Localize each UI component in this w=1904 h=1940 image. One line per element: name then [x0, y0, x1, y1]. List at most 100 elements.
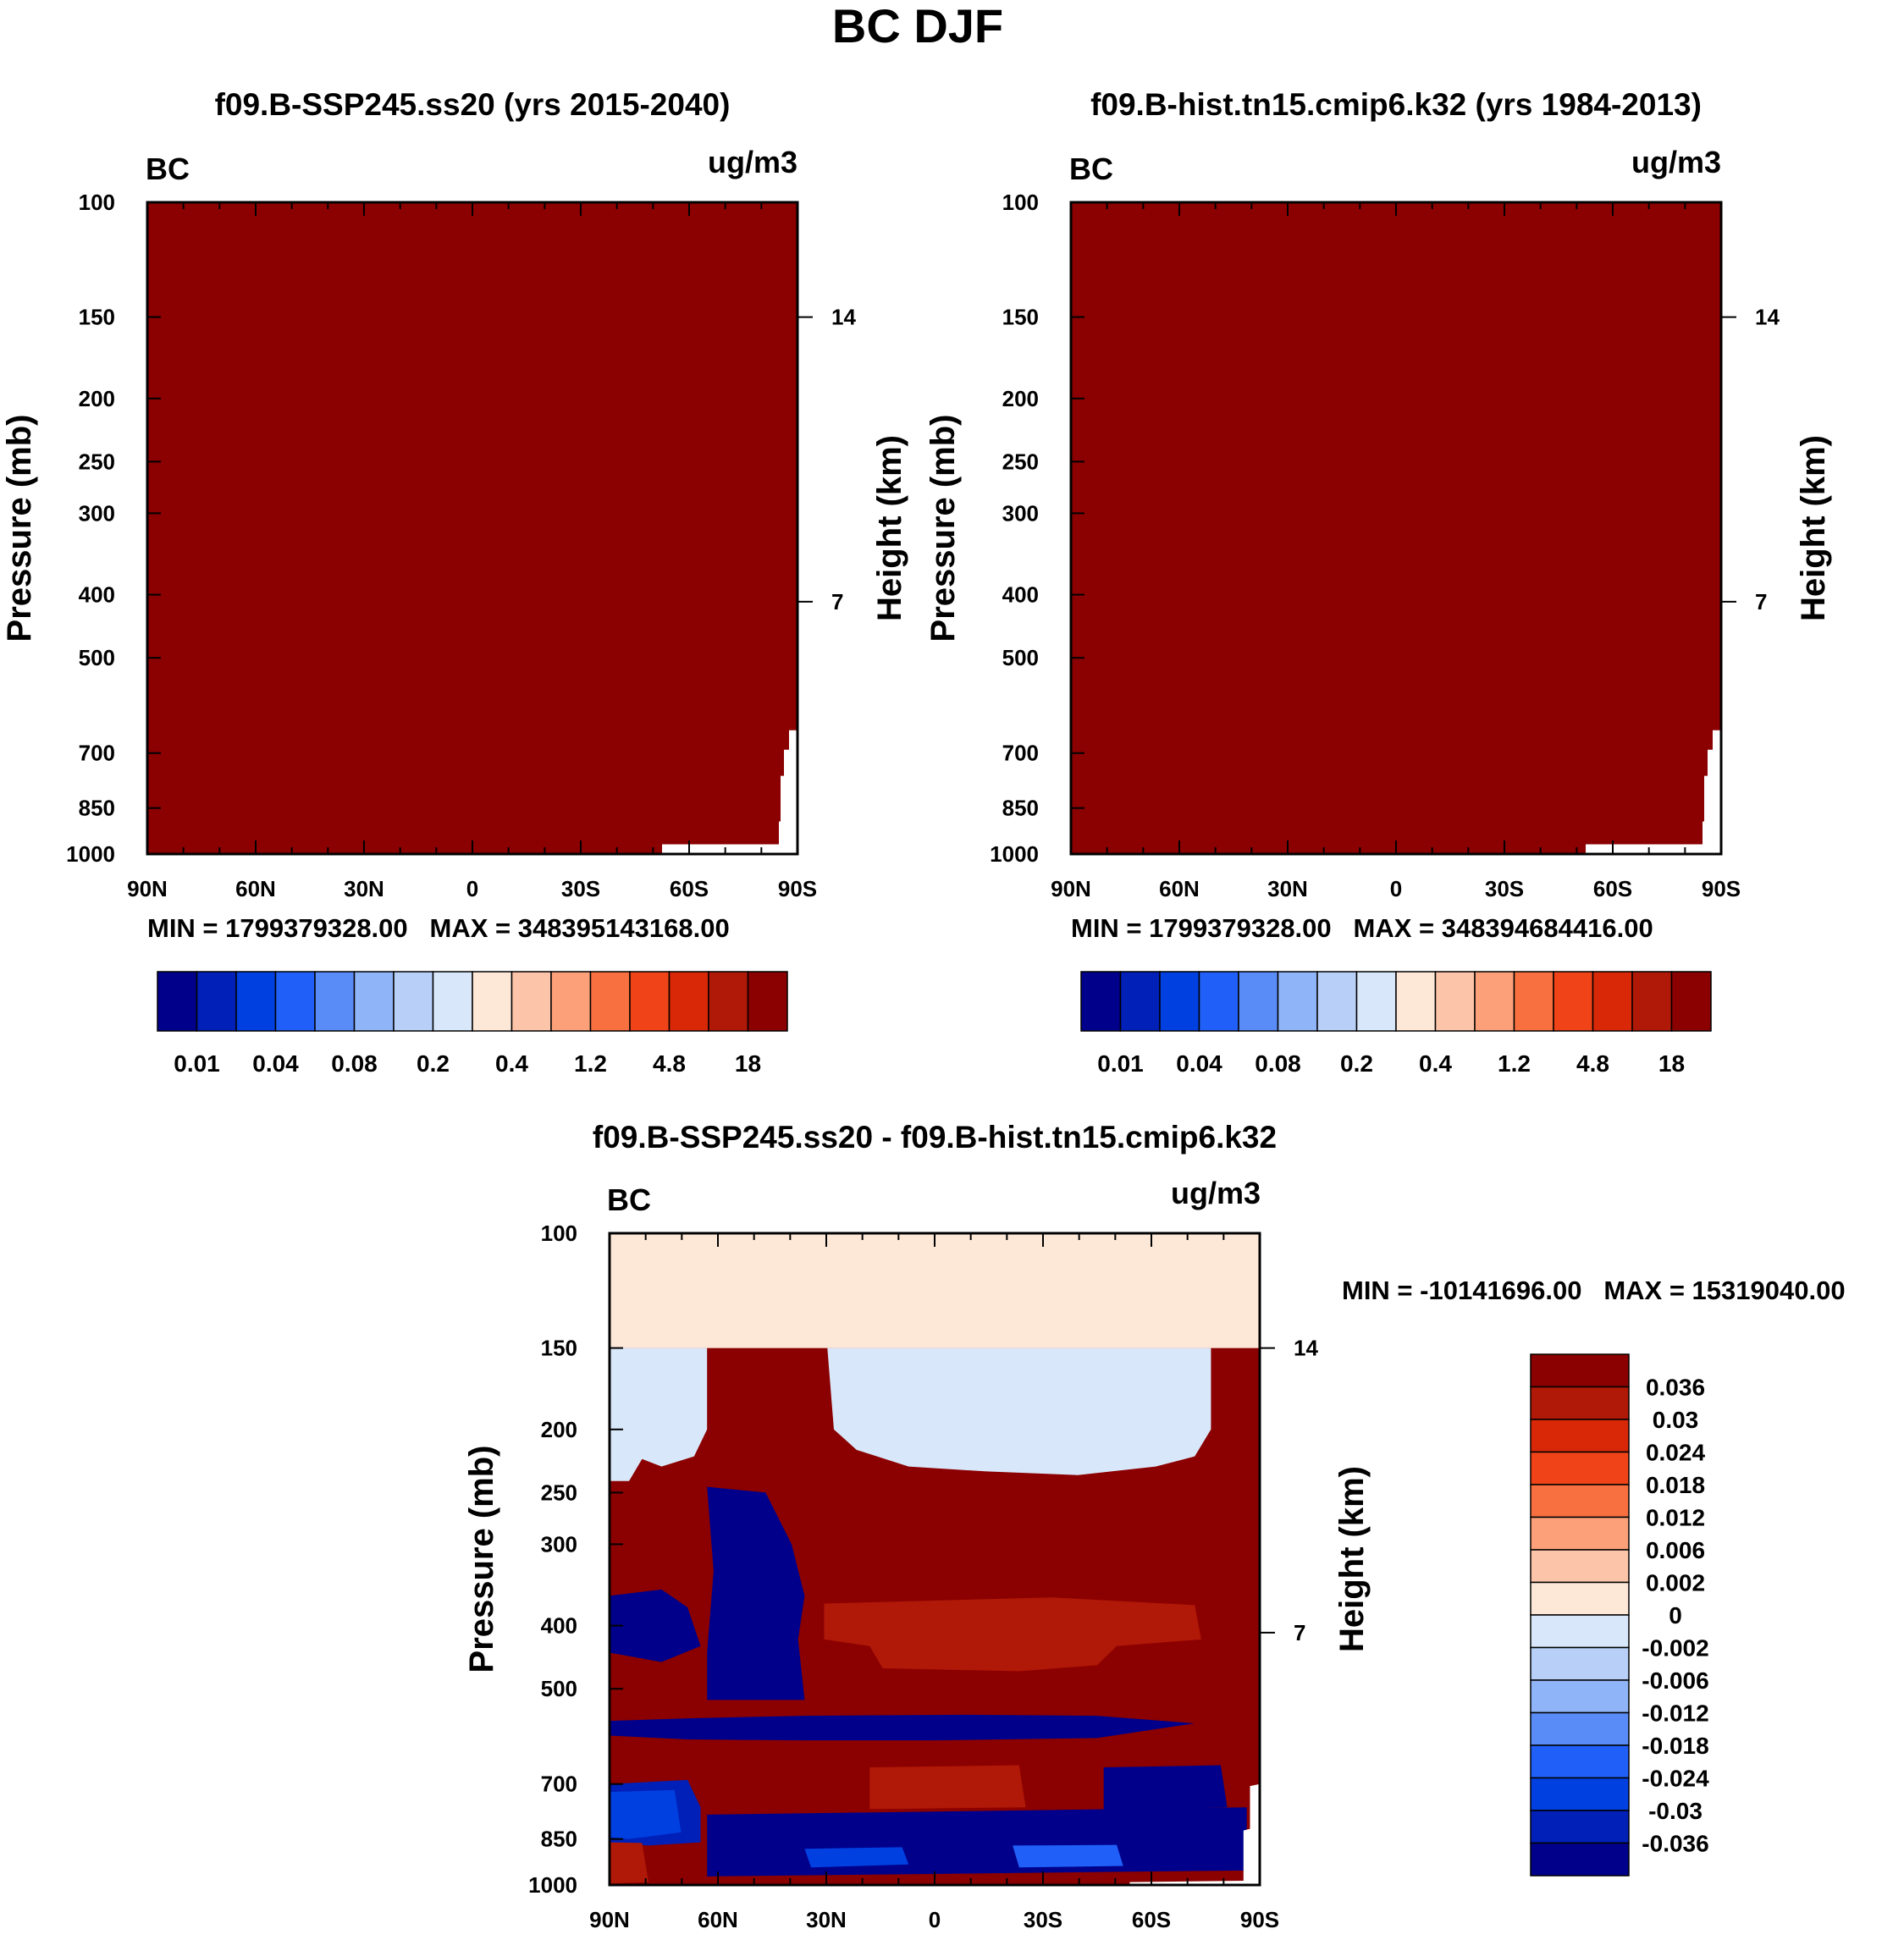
panel-2-colorbar-box	[1670, 971, 1712, 1032]
panel-3-region-peach	[610, 1233, 1260, 1348]
panel-3-xtick-label: 30S	[1024, 1907, 1062, 1932]
panel-3-plot: 90N 60N 30N 0 30S 60S 90S 100 150 200 250 300 400 500…	[528, 1221, 1318, 1932]
panel-1-colorbar-box	[432, 971, 473, 1032]
panel-2-ytick-label: 1000	[990, 841, 1039, 867]
panel-1-field	[147, 202, 797, 854]
panel-1-xtick-label: 60N	[235, 876, 276, 901]
panel-2-units-label: ug/m3	[1631, 145, 1721, 179]
panel-3-xtick-label: 90N	[589, 1907, 630, 1932]
panel-2-colorbar-box	[1238, 971, 1279, 1032]
panel-1-colorbar-box	[708, 971, 749, 1032]
panel-1-ytick-label: 700	[79, 741, 115, 766]
panel-1-ylabel: Pressure (mb)	[1, 415, 38, 642]
panel-3-colorbar-box	[1530, 1353, 1630, 1388]
panel-3-colorbar-label: 0.002	[1646, 1570, 1705, 1596]
panel-2-y2tick-label: 7	[1755, 589, 1767, 615]
panel-1-units-label: ug/m3	[708, 145, 797, 179]
panel-1-colorbar-box	[196, 971, 237, 1032]
panel-1-colorbar-box	[314, 971, 356, 1032]
panel-2-field	[1071, 202, 1721, 854]
panel-3-minmax: MIN = -10141696.00 MAX = 15319040.00	[1342, 1276, 1846, 1305]
panel-1-colorbar-label: 4.8	[653, 1050, 686, 1077]
panel-1-colorbar-box	[510, 971, 552, 1032]
panel-3-ytick-label: 700	[541, 1772, 577, 1797]
panel-2-xtick-label: 60S	[1593, 876, 1632, 901]
panel-3-region-blue-3	[610, 1714, 1195, 1741]
panel-2-colorbar: 0.01 0.04 0.08 0.2 0.4 1.2 4.8 18	[1080, 971, 1712, 1077]
panel-2-ytick-label: 250	[1002, 449, 1039, 474]
panel-3-colorbar-label: 0.012	[1646, 1505, 1705, 1531]
panel-3-ytick-label: 200	[541, 1417, 577, 1442]
panel-2-plot: 90N 60N 30N 0 30S 60S 90S 100 150 200 250 300 400 500…	[990, 190, 1780, 901]
panel-2-ytick-label: 100	[1002, 190, 1039, 215]
panel-1-ytick-label: 150	[79, 305, 115, 330]
panel-2-colorbar-box	[1159, 971, 1200, 1032]
panel-3-colorbar-box	[1530, 1777, 1630, 1811]
panel-1-xtick-label: 60S	[670, 876, 709, 901]
panel-2-colorbar-box	[1592, 971, 1633, 1032]
panel-2-ytick-label: 500	[1002, 645, 1039, 670]
panel-3-region-blue-7	[804, 1847, 909, 1868]
panel-3-colorbar-label: 0.018	[1646, 1472, 1705, 1498]
panel-3-ytick-label: 250	[541, 1480, 577, 1505]
panel-1-colorbar: 0.01 0.04 0.08 0.2 0.4 1.2 4.8 18	[157, 971, 788, 1077]
panel-1-colorbar-label: 0.01	[174, 1050, 220, 1077]
panel-3-colorbar-box	[1530, 1810, 1630, 1844]
panel-1-colorbar-label: 0.2	[417, 1050, 450, 1077]
panel-2-colorbar-label: 0.4	[1419, 1050, 1452, 1077]
panel-2-colorbar-box	[1631, 971, 1673, 1032]
panel-3-region-orange-3	[610, 1842, 649, 1884]
panel-3-colorbar-label: 0.006	[1646, 1537, 1705, 1563]
panel-1-colorbar-label: 18	[735, 1050, 761, 1077]
panel-1-plot: 90N 60N 30N 0 30S 60S 90S 100 150 200 250 300 400 500…	[66, 190, 856, 901]
panel-3-y2label: Height (km)	[1333, 1466, 1371, 1652]
panel-3-colorbar-box	[1530, 1646, 1630, 1681]
panel-1-y2label: Height (km)	[871, 435, 908, 621]
panel-3-colorbar-box	[1530, 1386, 1630, 1420]
panel-3-colorbar-box	[1530, 1419, 1630, 1453]
panel-2-colorbar-box	[1434, 971, 1476, 1032]
panel-3-colorbar-label: 0.03	[1653, 1407, 1699, 1433]
panel-3: f09.B-SSP245.ss20 - f09.B-hist.tn15.cmip…	[463, 1120, 1846, 1932]
panel-3-colorbar-box	[1530, 1516, 1630, 1551]
panel-1-xtick-label: 0	[466, 876, 478, 901]
panel-2-ytick-label: 150	[1002, 305, 1039, 330]
panel-3-colorbar-box	[1530, 1842, 1630, 1877]
panel-3-region-red-band	[610, 1740, 1228, 1766]
panel-3-colorbar-box	[1530, 1614, 1630, 1649]
panel-3-region-orange-2	[869, 1765, 1026, 1810]
panel-3-xtick-label: 90S	[1240, 1907, 1279, 1932]
panel-1-ytick-label: 500	[79, 645, 115, 670]
panel-2-colorbar-label: 0.08	[1255, 1050, 1301, 1077]
panel-2-colorbar-box	[1553, 971, 1594, 1032]
panel-2-xtick-label: 30S	[1485, 876, 1524, 901]
panel-2-ytick-label: 300	[1002, 500, 1039, 526]
panel-2-minmax: MIN = 1799379328.00 MAX = 348394684416.0…	[1071, 913, 1653, 943]
panel-3-variable-label: BC	[607, 1182, 651, 1217]
panel-3-region-missing	[1129, 1783, 1260, 1885]
panel-3-xtick-label: 0	[929, 1907, 941, 1932]
panel-3-region-lightblue-2	[827, 1348, 1211, 1475]
panel-2-xtick-label: 90N	[1051, 876, 1091, 901]
panel-1-colorbar-box	[353, 971, 395, 1032]
panel-3-colorbar-box	[1530, 1581, 1630, 1616]
panel-1-colorbar-box	[747, 971, 788, 1032]
panel-1-subtitle: f09.B-SSP245.ss20 (yrs 2015-2040)	[215, 87, 731, 122]
panel-2-variable-label: BC	[1069, 152, 1113, 186]
panel-2-colorbar-box	[1119, 971, 1161, 1032]
panel-3-ytick-label: 500	[541, 1676, 577, 1701]
panel-1-colorbar-label: 0.4	[495, 1050, 528, 1077]
panel-1-ytick-label: 400	[79, 582, 115, 608]
panel-3-colorbar-label: -0.018	[1642, 1733, 1708, 1759]
panel-2-colorbar-label: 18	[1658, 1050, 1685, 1077]
panel-1-colorbar-label: 0.08	[331, 1050, 378, 1077]
panel-2-xtick-label: 60N	[1159, 876, 1200, 901]
panel-3-colorbar-box	[1530, 1549, 1630, 1584]
panel-2-colorbar-box	[1198, 971, 1239, 1032]
panel-3-y2tick-label: 7	[1294, 1620, 1305, 1645]
panel-2-xtick-label: 90S	[1702, 876, 1741, 901]
panel-1-colorbar-box	[393, 971, 434, 1032]
panel-2-ytick-label: 700	[1002, 741, 1039, 766]
panel-3-region-blue-5	[610, 1789, 682, 1839]
panel-1-colorbar-box	[157, 971, 198, 1032]
